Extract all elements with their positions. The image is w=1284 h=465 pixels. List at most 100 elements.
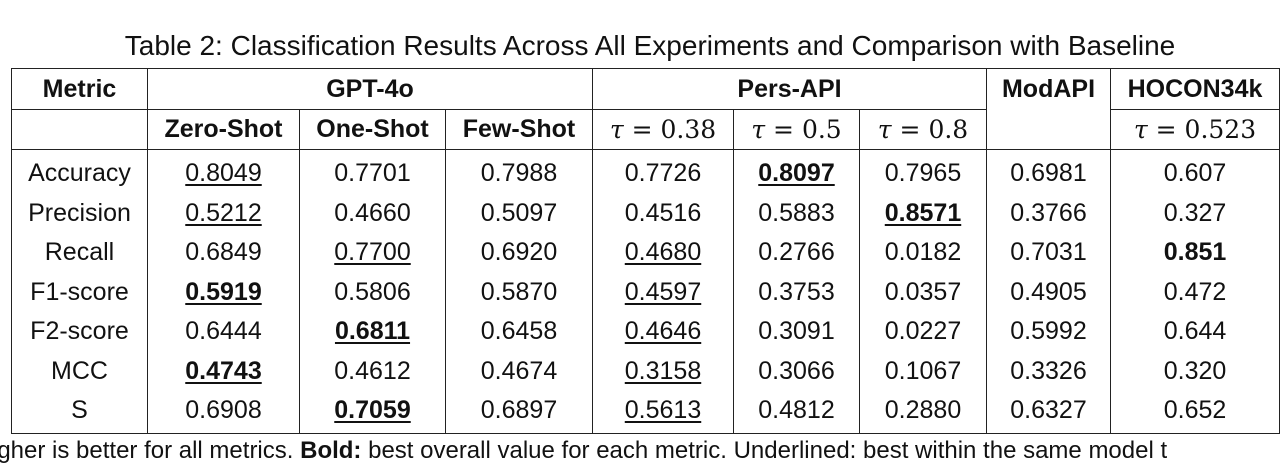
tau-symbol: τ — [877, 114, 892, 144]
value-cell: 0.3753 — [733, 272, 860, 312]
value-cell: 0.6981 — [986, 149, 1111, 194]
header-row-sub: Zero-Shot One-Shot Few-Shot τ = 0.38 τ =… — [11, 109, 1280, 150]
tau-eq: = — [765, 114, 802, 144]
subheader-zero-shot: Zero-Shot — [147, 109, 300, 150]
value-cell: 0.851 — [1110, 233, 1280, 273]
subheader-tau-08: τ = 0.8 — [859, 109, 987, 150]
table-caption: Table 2: Classification Results Across A… — [124, 30, 1176, 61]
value-cell: 0.6908 — [147, 391, 300, 434]
value-cell: 0.7965 — [859, 149, 987, 194]
value-cell: 0.7701 — [299, 149, 446, 194]
value-cell: 0.4812 — [733, 391, 860, 434]
value-cell: 0.320 — [1110, 351, 1280, 391]
tau-symbol: τ — [1133, 114, 1148, 144]
value-cell: 0.4597 — [592, 272, 734, 312]
value-cell: 0.4516 — [592, 193, 734, 233]
value-cell: 0.6458 — [445, 312, 593, 352]
metric-header-spacer — [11, 109, 148, 150]
value-cell: 0.3158 — [592, 351, 734, 391]
metric-label: Precision — [11, 193, 148, 233]
tau-eq: = — [623, 114, 661, 144]
value-cell: 0.5919 — [147, 272, 300, 312]
value-cell: 0.0227 — [859, 312, 987, 352]
group-header-persapi: Pers-API — [592, 68, 987, 110]
table-footnote: igher is better for all metrics. Bold: b… — [0, 437, 1167, 465]
table-row: F1-score 0.5919 0.5806 0.5870 0.4597 0.3… — [11, 272, 1280, 312]
value-cell: 0.4660 — [299, 193, 446, 233]
value-cell: 0.5870 — [445, 272, 593, 312]
table-row: Accuracy 0.8049 0.7701 0.7988 0.7726 0.8… — [11, 149, 1280, 194]
value-cell: 0.0182 — [859, 233, 987, 273]
tau-value: 0.8 — [928, 114, 969, 144]
value-cell: 0.4674 — [445, 351, 593, 391]
value-cell: 0.7988 — [445, 149, 593, 194]
table-row: Recall 0.6849 0.7700 0.6920 0.4680 0.276… — [11, 233, 1280, 273]
value-cell: 0.472 — [1110, 272, 1280, 312]
value-cell: 0.5883 — [733, 193, 860, 233]
value-cell: 0.1067 — [859, 351, 987, 391]
table-row: Precision 0.5212 0.4660 0.5097 0.4516 0.… — [11, 193, 1280, 233]
tau-eq: = — [1147, 114, 1185, 144]
group-header-modapi: ModAPI — [986, 68, 1111, 150]
table-row: MCC 0.4743 0.4612 0.4674 0.3158 0.3066 0… — [11, 351, 1280, 391]
metric-header: Metric — [11, 68, 148, 110]
value-cell: 0.5613 — [592, 391, 734, 434]
value-cell: 0.644 — [1110, 312, 1280, 352]
tau-eq: = — [891, 114, 929, 144]
value-cell: 0.6327 — [986, 391, 1111, 434]
value-cell: 0.4905 — [986, 272, 1111, 312]
value-cell: 0.2880 — [859, 391, 987, 434]
value-cell: 0.6849 — [147, 233, 300, 273]
value-cell: 0.607 — [1110, 149, 1280, 194]
value-cell: 0.7059 — [299, 391, 446, 434]
value-cell: 0.3066 — [733, 351, 860, 391]
footnote-part1: igher is better for all metrics. — [0, 437, 301, 464]
group-header-hocon34k: HOCON34k — [1110, 68, 1280, 110]
value-cell: 0.6444 — [147, 312, 300, 352]
value-cell: 0.327 — [1110, 193, 1280, 233]
value-cell: 0.4680 — [592, 233, 734, 273]
results-table: Metric GPT-4o Pers-API ModAPI HOCON34k Z… — [11, 68, 1280, 434]
value-cell: 0.8097 — [733, 149, 860, 194]
tau-value: 0.5 — [801, 114, 842, 144]
metric-label: S — [11, 391, 148, 434]
value-cell: 0.4743 — [147, 351, 300, 391]
value-cell: 0.6897 — [445, 391, 593, 434]
header-row-groups: Metric GPT-4o Pers-API ModAPI HOCON34k — [11, 68, 1280, 150]
tau-value: 0.523 — [1184, 114, 1257, 144]
value-cell: 0.5992 — [986, 312, 1111, 352]
value-cell: 0.2766 — [733, 233, 860, 273]
metric-label: Accuracy — [11, 149, 148, 194]
metric-label: F1-score — [11, 272, 148, 312]
metric-label: Recall — [11, 233, 148, 273]
value-cell: 0.4612 — [299, 351, 446, 391]
metric-label: MCC — [11, 351, 148, 391]
value-cell: 0.5806 — [299, 272, 446, 312]
table-row: S 0.6908 0.7059 0.6897 0.5613 0.4812 0.2… — [11, 391, 1280, 434]
value-cell: 0.6811 — [299, 312, 446, 352]
value-cell: 0.6920 — [445, 233, 593, 273]
value-cell: 0.3091 — [733, 312, 860, 352]
value-cell: 0.7726 — [592, 149, 734, 194]
value-cell: 0.3326 — [986, 351, 1111, 391]
value-cell: 0.8571 — [859, 193, 987, 233]
footnote-bold-label: Bold: — [300, 437, 362, 464]
footnote-part2: best overall value for each metric. Unde… — [361, 437, 1168, 464]
tau-symbol: τ — [751, 114, 766, 144]
tau-value: 0.38 — [660, 114, 717, 144]
value-cell: 0.7031 — [986, 233, 1111, 273]
subheader-one-shot: One-Shot — [299, 109, 446, 150]
value-cell: 0.3766 — [986, 193, 1111, 233]
subheader-few-shot: Few-Shot — [445, 109, 593, 150]
group-header-gpt4o: GPT-4o — [147, 68, 593, 110]
value-cell: 0.652 — [1110, 391, 1280, 434]
value-cell: 0.7700 — [299, 233, 446, 273]
metric-label: F2-score — [11, 312, 148, 352]
table-row: F2-score 0.6444 0.6811 0.6458 0.4646 0.3… — [11, 312, 1280, 352]
subheader-tau-0523: τ = 0.523 — [1110, 109, 1280, 150]
value-cell: 0.8049 — [147, 149, 300, 194]
value-cell: 0.4646 — [592, 312, 734, 352]
tau-symbol: τ — [609, 114, 624, 144]
value-cell: 0.5097 — [445, 193, 593, 233]
subheader-tau-038: τ = 0.38 — [592, 109, 734, 150]
